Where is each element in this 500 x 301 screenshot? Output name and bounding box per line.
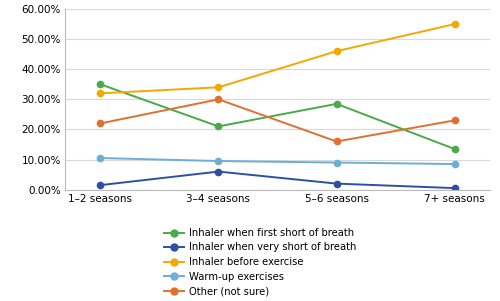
Other (not sure) (216, 98, 222, 101)
Other (not sure) (334, 140, 340, 143)
Inhaler before exercise (334, 49, 340, 53)
Inhaler when first short of breath (216, 125, 222, 128)
Line: Inhaler when first short of breath: Inhaler when first short of breath (98, 81, 458, 152)
Inhaler before exercise (216, 85, 222, 89)
Warm-up exercises (452, 162, 458, 166)
Inhaler when very short of breath (452, 186, 458, 190)
Other (not sure) (452, 119, 458, 122)
Inhaler when very short of breath (98, 183, 103, 187)
Inhaler when very short of breath (216, 170, 222, 173)
Legend: Inhaler when first short of breath, Inhaler when very short of breath, Inhaler b: Inhaler when first short of breath, Inha… (164, 228, 356, 296)
Inhaler when first short of breath (452, 147, 458, 151)
Line: Other (not sure): Other (not sure) (98, 96, 458, 144)
Inhaler when first short of breath (334, 102, 340, 106)
Inhaler when very short of breath (334, 182, 340, 185)
Warm-up exercises (98, 156, 103, 160)
Line: Warm-up exercises: Warm-up exercises (98, 155, 458, 167)
Warm-up exercises (334, 161, 340, 164)
Inhaler when first short of breath (98, 82, 103, 86)
Inhaler before exercise (452, 22, 458, 26)
Line: Inhaler when very short of breath: Inhaler when very short of breath (98, 169, 458, 191)
Warm-up exercises (216, 159, 222, 163)
Line: Inhaler before exercise: Inhaler before exercise (98, 21, 458, 96)
Inhaler before exercise (98, 92, 103, 95)
Other (not sure) (98, 122, 103, 125)
